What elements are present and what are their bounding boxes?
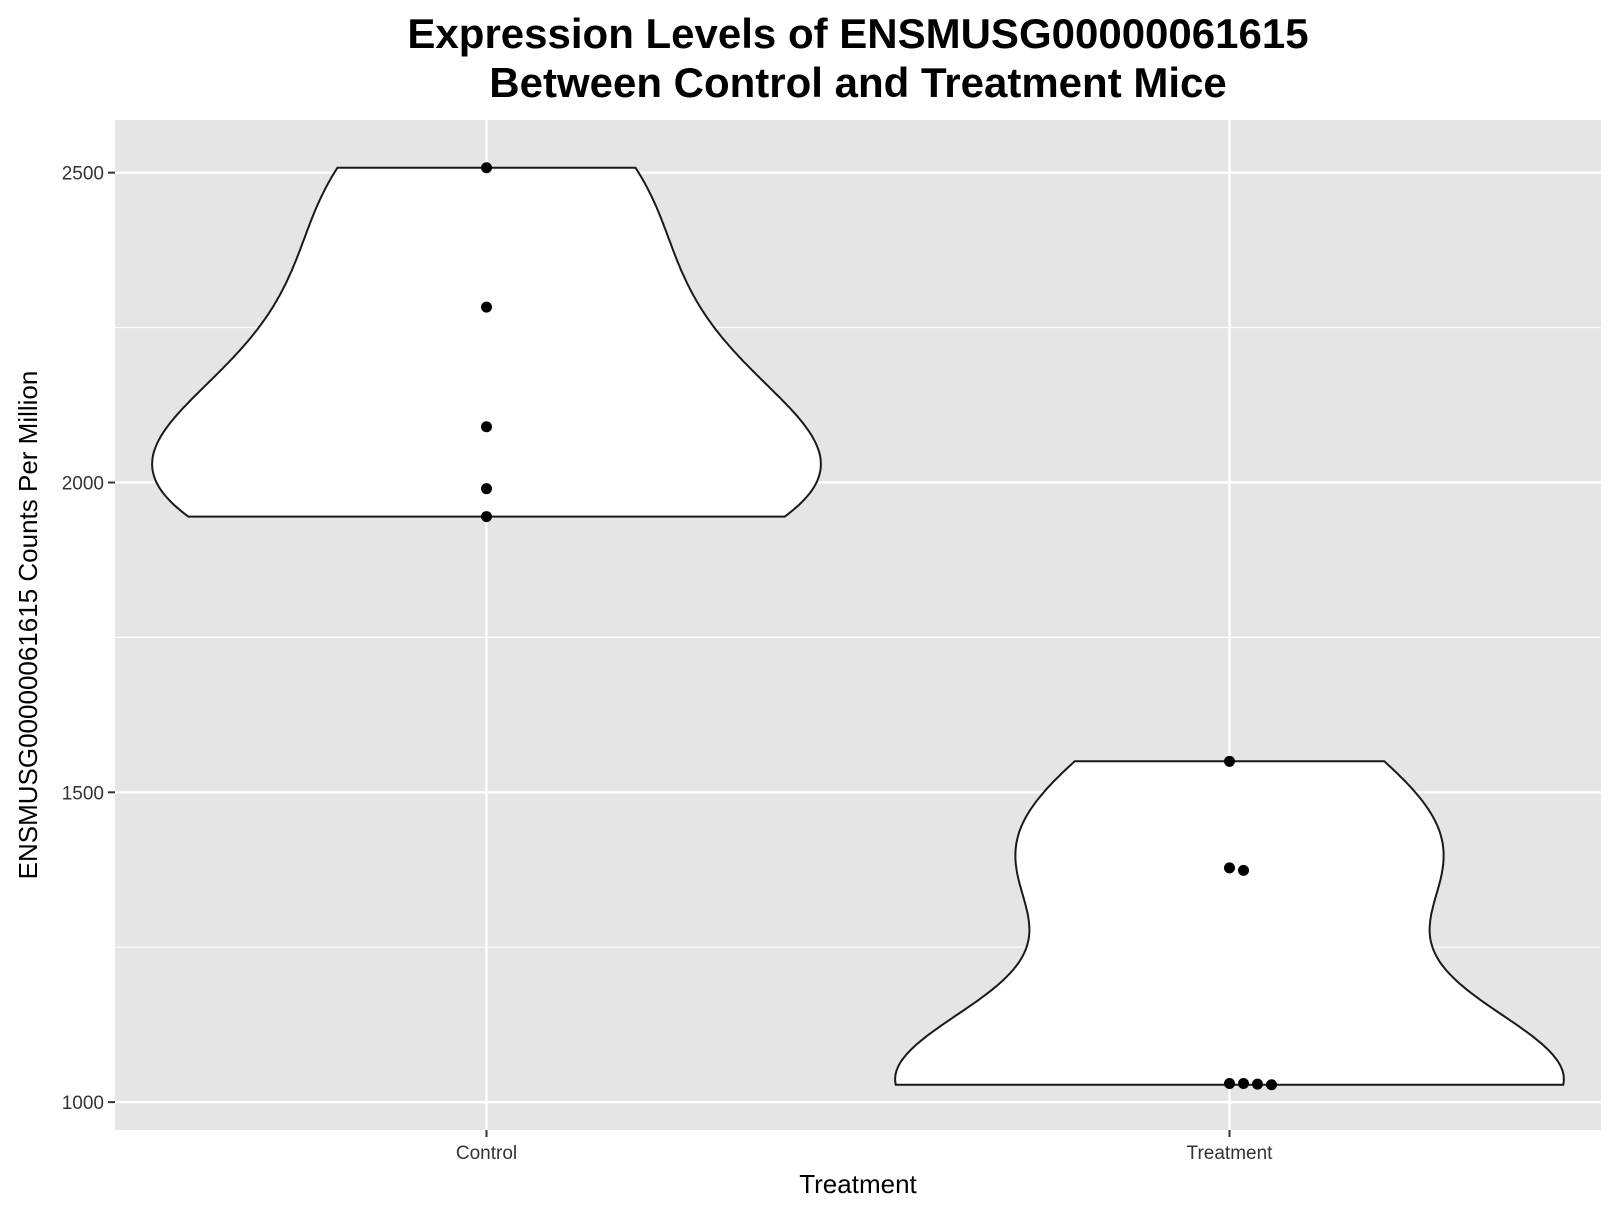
data-point-treatment xyxy=(1238,864,1249,876)
data-point-treatment xyxy=(1224,862,1235,874)
chart-title-line-2: Between Control and Treatment Mice xyxy=(489,59,1226,106)
data-point-control xyxy=(481,511,492,523)
x-tick-label: Control xyxy=(456,1143,517,1164)
y-tick-label: 2500 xyxy=(62,164,104,185)
data-point-control xyxy=(481,421,492,433)
data-point-treatment xyxy=(1266,1079,1277,1091)
data-point-treatment xyxy=(1224,755,1235,767)
chart-title-line-1: Expression Levels of ENSMUSG00000061615 xyxy=(407,10,1308,57)
x-axis-title: Treatment xyxy=(799,1169,917,1199)
data-point-treatment xyxy=(1238,1078,1249,1090)
data-point-control xyxy=(481,483,492,495)
y-tick-label: 1500 xyxy=(62,783,104,804)
y-tick-label: 2000 xyxy=(62,473,104,494)
y-tick-label: 1000 xyxy=(62,1093,104,1114)
violin-treatment xyxy=(894,760,1565,1086)
data-points xyxy=(481,162,1277,1091)
data-point-treatment xyxy=(1224,1078,1235,1090)
violins xyxy=(151,166,1565,1086)
violin-control xyxy=(151,166,822,518)
data-point-control xyxy=(481,301,492,313)
x-tick-label: Treatment xyxy=(1187,1143,1274,1164)
y-axis-title: ENSMUSG00000061615 Counts Per Million xyxy=(13,371,43,880)
data-point-control xyxy=(481,162,492,174)
axis-ticks: 1000 1500 2000 2500 Control Treatment xyxy=(62,164,1273,1164)
data-point-treatment xyxy=(1252,1078,1263,1090)
